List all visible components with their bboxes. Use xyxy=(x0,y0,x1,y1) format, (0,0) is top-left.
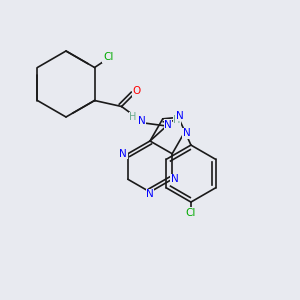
Text: N: N xyxy=(138,116,146,127)
Text: N: N xyxy=(183,128,190,138)
Text: Cl: Cl xyxy=(103,52,113,62)
Text: N: N xyxy=(164,119,172,130)
Text: N: N xyxy=(119,149,127,159)
Text: O: O xyxy=(133,86,141,97)
Text: H: H xyxy=(173,115,181,125)
Text: H: H xyxy=(129,112,136,122)
Text: N: N xyxy=(176,111,184,121)
Text: N: N xyxy=(146,189,154,200)
Text: N: N xyxy=(171,174,178,184)
Text: Cl: Cl xyxy=(186,208,196,218)
